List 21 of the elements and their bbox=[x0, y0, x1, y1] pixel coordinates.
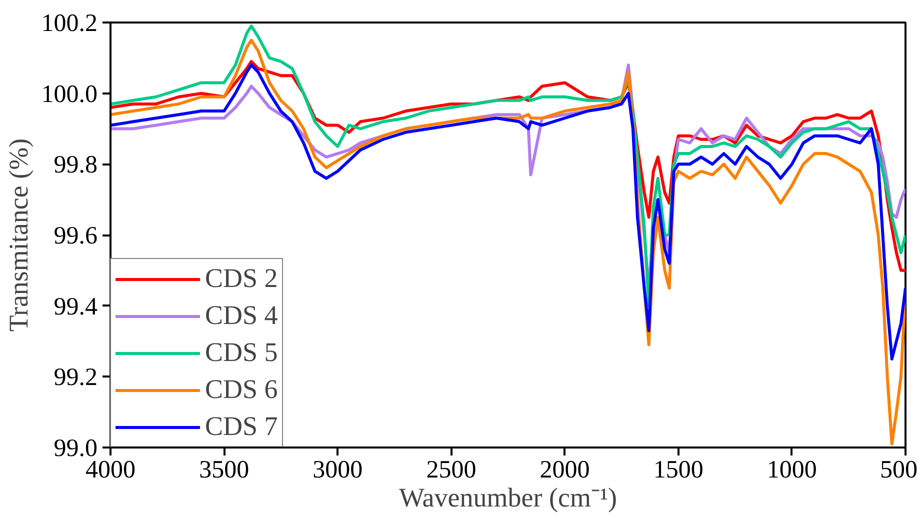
y-tick-label: 99.4 bbox=[54, 293, 98, 320]
y-tick-label: 100.2 bbox=[41, 10, 98, 37]
legend-label: CDS 2 bbox=[205, 263, 278, 294]
legend-label: CDS 6 bbox=[205, 374, 278, 405]
y-tick-label: 100.0 bbox=[41, 80, 98, 108]
legend-label: CDS 4 bbox=[205, 300, 278, 331]
y-axis-title: Transmitance (%) bbox=[3, 138, 34, 332]
x-tick-label: 1000 bbox=[766, 456, 817, 484]
x-tick-label: 3000 bbox=[312, 456, 363, 484]
line-series bbox=[110, 64, 906, 360]
y-tick-label: 99.6 bbox=[54, 222, 98, 250]
x-axis-title: Wavenumber (cm⁻¹) bbox=[398, 482, 618, 512]
x-tick-label: 500 bbox=[880, 456, 917, 484]
legend-label: CDS 7 bbox=[205, 411, 278, 442]
x-tick-label: 1500 bbox=[653, 456, 704, 484]
x-tick-label: 2500 bbox=[426, 456, 476, 484]
x-tick-label: 2000 bbox=[540, 456, 590, 484]
y-tick-label: 99.8 bbox=[54, 152, 98, 179]
x-tick-label: 3500 bbox=[199, 456, 250, 484]
y-tick-label: 99.2 bbox=[54, 364, 98, 392]
legend-label: CDS 5 bbox=[205, 337, 278, 368]
